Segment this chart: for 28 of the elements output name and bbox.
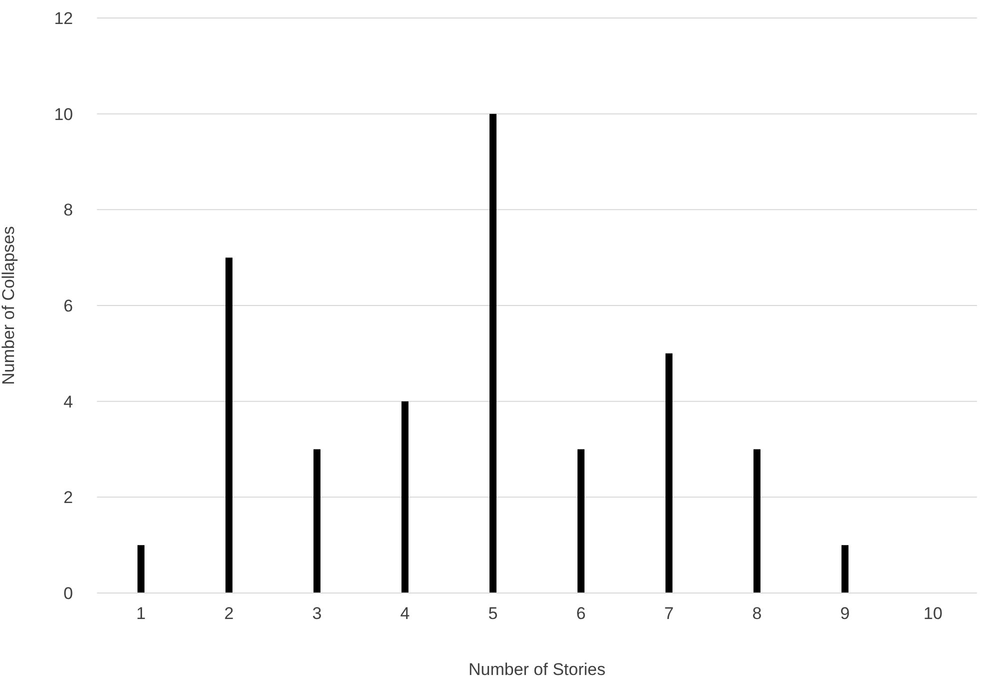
x-tick-label: 6	[576, 604, 586, 624]
x-tick-label: 3	[312, 604, 322, 624]
bar	[401, 401, 408, 593]
y-tick-label: 0	[64, 584, 73, 604]
x-tick-label: 9	[840, 604, 850, 624]
bar	[489, 114, 496, 593]
y-axis-title: Number of Collapses	[0, 226, 18, 385]
x-tick-label: 2	[224, 604, 234, 624]
x-tick-label: 10	[924, 604, 942, 624]
x-tick-label: 8	[752, 604, 762, 624]
y-tick-label: 10	[54, 104, 73, 124]
bar	[753, 449, 760, 593]
bar	[841, 545, 848, 593]
bar	[313, 449, 320, 593]
x-tick-label: 5	[488, 604, 498, 624]
y-tick-label: 8	[64, 200, 73, 220]
bar	[225, 258, 232, 593]
x-tick-label: 4	[400, 604, 410, 624]
x-tick-label: 7	[664, 604, 674, 624]
bar	[665, 353, 672, 593]
y-tick-label: 2	[64, 488, 73, 508]
bar	[137, 545, 144, 593]
x-tick-label: 1	[136, 604, 146, 624]
y-tick-label: 12	[54, 9, 73, 28]
x-axis-title: Number of Stories	[468, 660, 606, 679]
y-tick-label: 6	[64, 296, 73, 316]
bar	[577, 449, 584, 593]
y-tick-label: 4	[64, 392, 73, 412]
